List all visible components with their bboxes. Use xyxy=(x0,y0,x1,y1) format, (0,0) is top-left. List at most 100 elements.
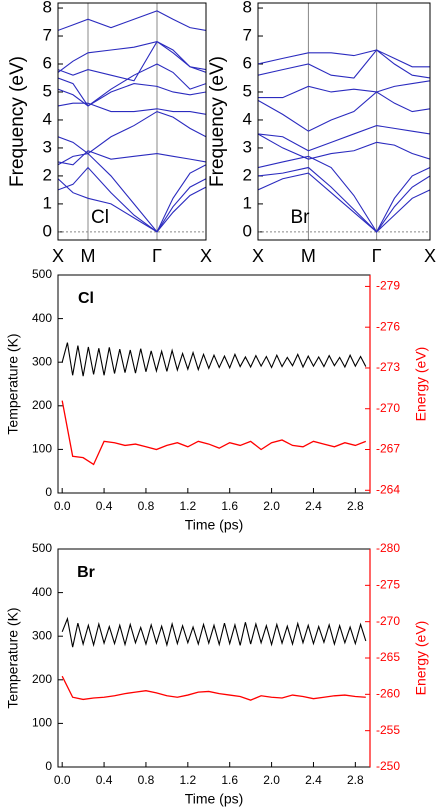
y-tick-label: 300 xyxy=(32,628,52,642)
series-line xyxy=(58,102,206,115)
x-tick-label: 2.4 xyxy=(305,499,322,513)
y-tick-label: 200 xyxy=(32,398,52,412)
y2-tick-label: -267 xyxy=(376,442,400,456)
series-line xyxy=(58,178,206,233)
x-tick-label: M xyxy=(81,246,96,266)
y-tick-label: 500 xyxy=(32,541,52,555)
plot-area xyxy=(61,616,367,701)
y-tick-label: 7 xyxy=(43,26,52,45)
series-line xyxy=(258,166,430,233)
y-tick-label: 6 xyxy=(243,53,252,72)
y-tick-label: 2 xyxy=(43,165,52,184)
x-tick-label: 1.6 xyxy=(221,499,238,513)
series-line xyxy=(61,342,367,377)
y-tick-label: 2 xyxy=(243,165,252,184)
y2-tick-label: -264 xyxy=(376,482,400,496)
plot-area xyxy=(58,10,206,233)
y-tick-label: 3 xyxy=(243,137,252,156)
x-tick-label: 1.6 xyxy=(221,773,238,787)
y-axis-title: Temperature (K) xyxy=(5,333,21,434)
x-tick-label: 0.8 xyxy=(138,773,155,787)
y-tick-label: 7 xyxy=(243,26,252,45)
y-tick-label: 400 xyxy=(32,311,52,325)
series-line xyxy=(58,152,206,233)
annotation: Cl xyxy=(91,207,109,228)
plot-frame xyxy=(57,2,207,241)
y-tick-label: 300 xyxy=(32,354,52,368)
y2-tick-label: -250 xyxy=(376,759,400,773)
y2-tick-label: -279 xyxy=(376,279,400,293)
plot-frame xyxy=(57,548,371,768)
x-axis-title: Time (ps) xyxy=(185,517,244,533)
series-line xyxy=(61,675,366,701)
x-tick-label: 0.4 xyxy=(96,499,113,513)
series-line xyxy=(258,80,430,99)
y-axis-title: Frequency (eV) xyxy=(207,56,228,187)
y-tick-label: 3 xyxy=(43,137,52,156)
x-tick-label: 1.2 xyxy=(179,773,196,787)
y-tick-label: 8 xyxy=(243,0,252,17)
y-axis-title: Frequency (eV) xyxy=(7,56,28,187)
y-tick-label: 100 xyxy=(32,442,52,456)
y-tick-label: 8 xyxy=(43,0,52,17)
y-tick-label: 0 xyxy=(243,221,252,240)
plot-frame xyxy=(257,2,431,241)
y2-tick-label: -276 xyxy=(376,319,400,333)
series-line xyxy=(258,49,430,79)
y-tick-label: 200 xyxy=(32,672,52,686)
x-tick-label: 0.0 xyxy=(54,499,71,513)
y2-tick-label: -275 xyxy=(376,578,400,592)
y-tick-label: 1 xyxy=(243,193,252,212)
y2-tick-label: -265 xyxy=(376,650,400,664)
series-line xyxy=(58,83,206,107)
y-tick-label: 400 xyxy=(32,585,52,599)
y2-tick-label: -273 xyxy=(376,360,400,374)
x-tick-label: X xyxy=(200,246,212,266)
plot-frame xyxy=(57,274,371,494)
x-tick-label: 2.8 xyxy=(347,499,364,513)
y2-axis-title: Energy (eV) xyxy=(413,347,429,422)
series-line xyxy=(58,110,206,155)
x-tick-label: 2.4 xyxy=(305,773,322,787)
series-line xyxy=(58,10,206,31)
y-tick-label: 1 xyxy=(43,193,52,212)
x-tick-label: M xyxy=(301,246,316,266)
x-tick-label: X xyxy=(252,246,264,266)
x-tick-label: Γ xyxy=(372,246,382,266)
annotation: Cl xyxy=(78,290,94,307)
series-line xyxy=(258,172,430,233)
y-tick-label: 5 xyxy=(43,81,52,100)
plot-area xyxy=(258,49,430,233)
series-line xyxy=(258,133,430,160)
series-line xyxy=(258,155,430,233)
x-tick-label: 0.4 xyxy=(96,773,113,787)
series-line xyxy=(258,124,430,152)
y2-tick-label: -270 xyxy=(376,401,400,415)
y-tick-label: 6 xyxy=(43,53,52,72)
x-tick-label: Γ xyxy=(152,246,162,266)
series-line xyxy=(58,40,206,82)
y-tick-label: 5 xyxy=(243,81,252,100)
x-tick-label: X xyxy=(52,246,64,266)
y-tick-label: 0 xyxy=(45,485,52,499)
series-line xyxy=(58,63,206,107)
annotation: Br xyxy=(291,207,311,228)
series-line xyxy=(61,616,367,648)
series-line xyxy=(258,91,430,132)
y2-tick-label: -260 xyxy=(376,687,400,701)
series-line xyxy=(58,150,206,166)
series-line xyxy=(61,400,367,466)
x-tick-label: 1.2 xyxy=(179,499,196,513)
x-tick-label: 0.8 xyxy=(138,499,155,513)
y2-tick-label: -270 xyxy=(376,614,400,628)
y-tick-label: 4 xyxy=(43,109,52,128)
y-tick-label: 0 xyxy=(43,221,52,240)
plot-area xyxy=(61,342,367,466)
y-tick-label: 100 xyxy=(32,716,52,730)
series-line xyxy=(58,166,206,233)
y2-tick-label: -280 xyxy=(376,541,400,555)
y2-tick-label: -255 xyxy=(376,723,400,737)
y-tick-label: 500 xyxy=(32,267,52,281)
